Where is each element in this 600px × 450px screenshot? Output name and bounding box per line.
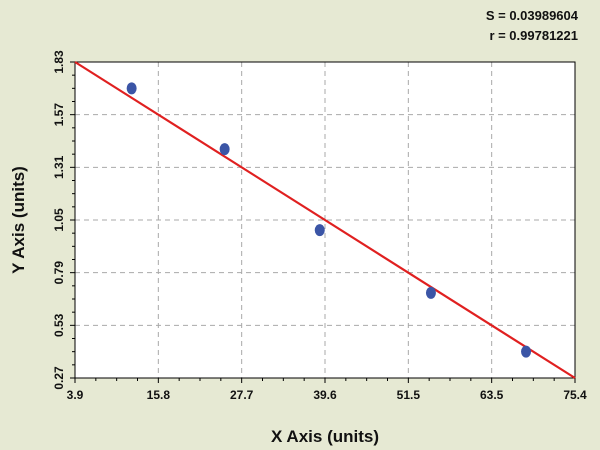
x-axis-title: X Axis (units) xyxy=(271,427,379,446)
y-tick-label: 1.05 xyxy=(52,208,66,232)
data-points xyxy=(126,82,532,358)
data-point xyxy=(314,224,325,237)
y-tick-label: 1.83 xyxy=(52,50,66,74)
x-tick-label: 3.9 xyxy=(67,388,84,402)
r-value-text: r = 0.99781221 xyxy=(489,28,578,43)
y-tick-label: 0.79 xyxy=(52,261,66,285)
data-point xyxy=(126,82,137,95)
plot-border xyxy=(74,61,576,379)
y-tick-labels: 0.27 0.53 0.79 1.05 1.31 1.57 1.83 xyxy=(52,50,66,390)
y-tick-label: 0.53 xyxy=(52,313,66,337)
x-tick-label: 75.4 xyxy=(563,388,587,402)
y-tick-label: 1.31 xyxy=(52,155,66,179)
y-tick-label: 1.57 xyxy=(52,103,66,127)
x-tick-label: 15.8 xyxy=(147,388,171,402)
data-point xyxy=(219,143,230,156)
y-tick-label: 0.27 xyxy=(52,366,66,390)
x-tick-labels: 3.9 15.8 27.7 39.6 51.5 63.5 75.4 xyxy=(67,388,587,402)
fit-line xyxy=(74,61,576,379)
x-tick-label: 39.6 xyxy=(313,388,337,402)
x-tick-label: 27.7 xyxy=(230,388,254,402)
y-axis-title: Y Axis (units) xyxy=(9,166,28,274)
x-tick-label: 51.5 xyxy=(397,388,421,402)
data-point xyxy=(425,286,436,299)
x-tick-label: 63.5 xyxy=(480,388,504,402)
data-point xyxy=(521,345,532,358)
s-value-text: S = 0.03989604 xyxy=(486,8,579,23)
